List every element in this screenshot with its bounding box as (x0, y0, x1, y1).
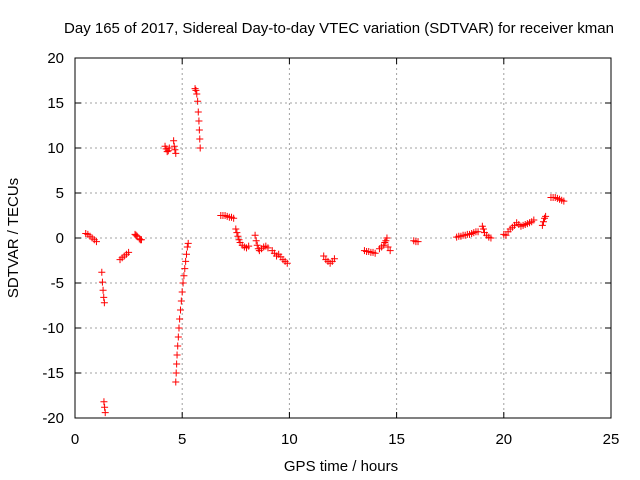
data-point (174, 333, 182, 341)
data-point (172, 378, 180, 386)
data-point (251, 231, 259, 239)
y-tick-label: 20 (47, 50, 64, 67)
data-point (193, 90, 201, 98)
data-point (538, 221, 546, 229)
x-axis-label: GPS time / hours (284, 458, 398, 475)
data-point (170, 137, 178, 145)
data-point (414, 238, 422, 246)
data-point (541, 214, 549, 222)
data-point (264, 244, 272, 252)
data-point (177, 297, 185, 305)
data-point (196, 135, 204, 143)
data-point (172, 149, 180, 157)
x-tick-label: 0 (71, 431, 79, 448)
data-point (184, 239, 192, 247)
data-point (487, 234, 495, 242)
data-point (560, 197, 568, 205)
data-point (253, 241, 261, 249)
data-point (194, 108, 202, 116)
data-point (182, 250, 190, 258)
data-point (173, 351, 181, 359)
data-point (195, 126, 203, 134)
data-point (101, 409, 109, 417)
data-point (283, 259, 291, 267)
data-point (173, 360, 181, 368)
data-point (132, 231, 140, 239)
data-point (179, 279, 187, 287)
data-point (172, 369, 180, 377)
data-point (383, 234, 391, 242)
tick-labels: 0 5 10 15 20 25 -20 -15 -10 -5 0 5 10 15 20 (42, 50, 619, 448)
x-tick-label: 10 (281, 431, 298, 448)
data-point (530, 216, 538, 224)
data-point (165, 144, 173, 152)
data-point (170, 142, 178, 150)
data-point (233, 229, 241, 237)
data-point (180, 272, 188, 280)
data-point (384, 243, 392, 251)
y-tick-label: -15 (42, 365, 64, 382)
x-tick-label: 20 (495, 431, 512, 448)
data-point (100, 299, 108, 307)
data-point (176, 315, 184, 323)
data-point (252, 237, 260, 245)
data-point (175, 324, 183, 332)
data-point (192, 86, 200, 94)
data-point (330, 255, 338, 263)
data-point (191, 85, 199, 93)
data-point (176, 306, 184, 314)
data-point (196, 144, 204, 152)
data-point (163, 148, 171, 156)
data-point (178, 288, 186, 296)
data-point (234, 232, 242, 240)
data-point (174, 342, 182, 350)
data-point (195, 117, 203, 125)
x-tick-label: 5 (178, 431, 186, 448)
data-point (371, 249, 379, 257)
y-tick-label: -10 (42, 320, 64, 337)
data-point (125, 248, 133, 256)
data-point (539, 218, 547, 226)
data-point (92, 238, 100, 246)
grid-lines (75, 58, 611, 418)
data-point (183, 243, 191, 251)
data-points (82, 85, 568, 417)
axes (74, 57, 612, 419)
data-point (232, 225, 240, 233)
data-point (98, 278, 106, 286)
data-point (98, 268, 106, 276)
data-point (182, 257, 190, 265)
data-point (100, 293, 108, 301)
data-point (542, 212, 550, 220)
chart-title: Day 165 of 2017, Sidereal Day-to-day VTE… (64, 20, 614, 37)
data-point (100, 398, 108, 406)
data-point (320, 252, 328, 260)
x-tick-label: 25 (603, 431, 620, 448)
data-point (230, 214, 238, 222)
data-point (99, 286, 107, 294)
y-tick-label: 0 (56, 230, 64, 247)
data-point (502, 231, 510, 239)
data-point (474, 228, 482, 236)
data-point (245, 242, 253, 250)
y-tick-label: 5 (56, 185, 64, 202)
y-axis-label: SDTVAR / TECUs (5, 178, 22, 298)
y-tick-label: 15 (47, 95, 64, 112)
data-point (381, 239, 389, 246)
y-tick-label: -5 (51, 275, 64, 292)
data-point (479, 225, 487, 233)
y-tick-label: -20 (42, 410, 64, 427)
data-point (171, 146, 179, 154)
x-tick-label: 15 (388, 431, 405, 448)
y-tick-label: 10 (47, 140, 64, 157)
data-point (101, 403, 109, 411)
data-point (194, 97, 202, 105)
data-point (181, 265, 189, 273)
data-point (386, 247, 394, 255)
data-point (137, 236, 145, 244)
